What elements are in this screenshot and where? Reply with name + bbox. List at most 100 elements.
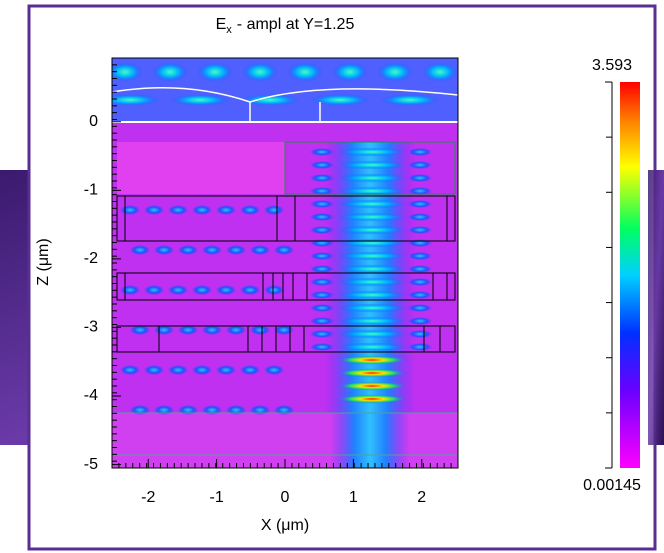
field-spot xyxy=(226,245,246,255)
field-spot xyxy=(192,365,212,375)
field-spot xyxy=(310,94,370,106)
field-spot xyxy=(338,186,406,196)
field-spot xyxy=(310,187,334,195)
field-spot xyxy=(240,285,260,295)
field-spot xyxy=(168,285,188,295)
field-spot xyxy=(338,394,406,404)
field-spot xyxy=(310,200,334,208)
field-spot xyxy=(216,205,236,215)
field-spot xyxy=(216,365,236,375)
field-spot xyxy=(144,205,164,215)
field-spot xyxy=(240,365,260,375)
title-main: E xyxy=(216,16,227,33)
field-spot xyxy=(154,245,174,255)
field-spot xyxy=(338,212,406,222)
field-spot xyxy=(338,316,406,326)
field-spot xyxy=(408,226,432,234)
field-spot xyxy=(408,304,432,312)
field-spot xyxy=(168,365,188,375)
field-spot xyxy=(170,94,230,106)
field-spot xyxy=(226,325,246,335)
y-tick-label: -4 xyxy=(84,387,98,404)
colorbar-tick-label: 0.00145 xyxy=(583,477,641,494)
field-spot xyxy=(408,161,432,169)
y-tick-label: -1 xyxy=(84,182,98,199)
field-spot xyxy=(310,265,334,273)
colorbar-tick-label: 3.593 xyxy=(592,57,632,74)
field-spot xyxy=(178,245,198,255)
y-tick-label: -2 xyxy=(84,250,98,267)
field-spot xyxy=(380,94,440,106)
field-spot xyxy=(192,205,212,215)
field-spot xyxy=(338,160,406,170)
field-spot xyxy=(178,325,198,335)
field-spot xyxy=(408,174,432,182)
field-spot xyxy=(310,148,334,156)
field-spot xyxy=(216,285,236,295)
x-tick-label: 1 xyxy=(349,489,358,506)
field-spot xyxy=(152,62,188,82)
x-tick-label: 2 xyxy=(417,489,426,506)
field-spot xyxy=(274,245,294,255)
field-spot xyxy=(408,252,432,260)
y-axis-label: Z (μm) xyxy=(35,238,52,285)
field-spot xyxy=(112,94,160,106)
field-spot xyxy=(338,368,406,378)
field-spot xyxy=(408,200,432,208)
field-spot xyxy=(250,325,270,335)
field-spot xyxy=(408,317,432,325)
y-tick-label: 0 xyxy=(89,113,98,130)
field-spot xyxy=(310,239,334,247)
title-rest: - ampl at Y=1.25 xyxy=(237,16,355,33)
field-spot xyxy=(112,62,143,82)
field-spot xyxy=(338,173,406,183)
x-tick-label: 0 xyxy=(281,489,290,506)
field-spot xyxy=(422,62,458,82)
field-spot xyxy=(338,355,406,365)
field-spot xyxy=(338,225,406,235)
field-spot xyxy=(310,330,334,338)
field-spot xyxy=(338,342,406,352)
field-spot xyxy=(408,343,432,351)
field-spot xyxy=(408,330,432,338)
field-spot xyxy=(264,285,284,295)
field-spot xyxy=(310,213,334,221)
field-map xyxy=(112,58,458,468)
field-spot xyxy=(408,278,432,286)
background-band xyxy=(648,170,664,445)
field-spot xyxy=(242,62,278,82)
field-spot xyxy=(310,226,334,234)
field-spot xyxy=(338,251,406,261)
field-spot xyxy=(120,205,140,215)
field-spot xyxy=(408,239,432,247)
field-spot xyxy=(202,325,222,335)
field-spot xyxy=(202,245,222,255)
field-spot xyxy=(197,62,233,82)
colorbar xyxy=(620,82,640,468)
field-spot xyxy=(310,343,334,351)
field-spot xyxy=(310,174,334,182)
field-spot xyxy=(310,278,334,286)
field-spot xyxy=(338,329,406,339)
x-tick-label: -2 xyxy=(141,489,155,506)
field-spot xyxy=(338,277,406,287)
field-spot xyxy=(408,187,432,195)
field-spot xyxy=(120,365,140,375)
field-spot xyxy=(408,148,432,156)
field-spot xyxy=(144,365,164,375)
y-tick-label: -3 xyxy=(84,319,98,336)
field-spot xyxy=(338,381,406,391)
chart-title: Ex - ampl at Y=1.25 xyxy=(216,16,355,36)
x-axis-label: X (μm) xyxy=(261,517,309,534)
field-spot xyxy=(408,213,432,221)
field-spot xyxy=(408,265,432,273)
minor-ticks xyxy=(112,64,452,468)
field-spot xyxy=(192,285,212,295)
field-spot xyxy=(310,161,334,169)
field-spot xyxy=(130,245,150,255)
field-spot xyxy=(130,325,150,335)
field-spot xyxy=(287,62,323,82)
field-spot xyxy=(338,199,406,209)
